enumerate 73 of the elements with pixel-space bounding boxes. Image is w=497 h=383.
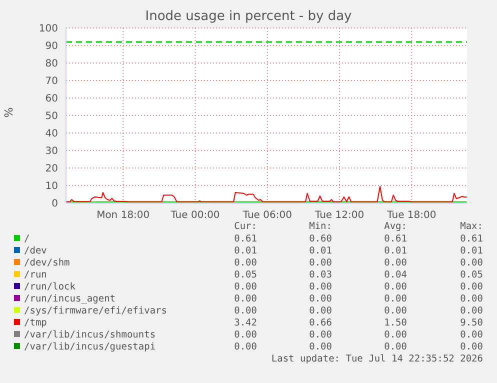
- legend-label: /run: [24, 270, 47, 280]
- text: 0.61: [384, 234, 408, 244]
- y-tick-label: 100: [38, 24, 58, 35]
- y-tick-label: 10: [45, 181, 58, 192]
- text: 0.00: [309, 294, 332, 304]
- text: 3.42: [234, 318, 257, 328]
- text: Avg:: [384, 221, 407, 232]
- legend-label: /run/incus_agent: [24, 294, 116, 304]
- text: 0.05: [234, 270, 257, 280]
- text: 0.00: [384, 282, 408, 292]
- text: 0.00: [384, 342, 408, 352]
- text: 0.00: [234, 342, 258, 352]
- y-tick-label: 60: [45, 94, 58, 105]
- y-tick-label: 70: [45, 76, 58, 88]
- y-tick-label: 80: [45, 58, 58, 70]
- text: 0.00: [460, 282, 484, 292]
- text: 0.61: [460, 234, 484, 244]
- text: 0.00: [234, 306, 258, 316]
- y-tick-label: 40: [45, 128, 58, 140]
- text: 0.01: [309, 246, 332, 256]
- x-tick-label: Tue 12:00: [314, 210, 364, 222]
- legend-label: /tmp: [24, 318, 48, 328]
- y-tick-label: 0: [52, 198, 58, 210]
- text: 0.01: [384, 246, 408, 256]
- y-tick-label: 20: [45, 164, 58, 175]
- y-tick-label: 30: [45, 146, 58, 158]
- legend-label: /var/lib/incus/shmounts: [24, 330, 156, 340]
- text: 1.50: [384, 318, 408, 328]
- x-tick-label: Tue 18:00: [386, 210, 436, 222]
- text: 0.01: [234, 246, 258, 256]
- text: 0.00: [460, 330, 484, 340]
- x-tick-label: Tue 00:00: [170, 210, 220, 222]
- chart-title: Inode usage in percent - by day: [144, 9, 353, 24]
- text: 0.00: [460, 258, 484, 268]
- text: 0.00: [309, 342, 332, 352]
- text: 0.00: [234, 282, 258, 292]
- text: 0.00: [309, 282, 332, 292]
- text: 0.04: [384, 270, 408, 280]
- x-tick-label: Tue 06:00: [242, 210, 292, 222]
- legend-label: /sys/firmware/efi/efivars: [24, 306, 167, 316]
- legend-label: /: [24, 234, 30, 244]
- x-tick-label: Mon 18:00: [96, 210, 150, 222]
- text: Min:: [309, 221, 332, 232]
- text: 0.66: [309, 318, 332, 328]
- legend-label: /var/lib/incus/guestapi: [24, 342, 156, 352]
- text: 0.00: [309, 258, 332, 268]
- text: 0.00: [384, 330, 408, 340]
- text: 0.61: [234, 234, 258, 244]
- text: 0.00: [234, 258, 258, 268]
- text: 0.00: [384, 258, 408, 268]
- text: 0.60: [309, 234, 332, 244]
- text: 0.00: [234, 294, 258, 304]
- text: 0.00: [460, 294, 484, 304]
- legend-label: /dev: [24, 246, 48, 256]
- text: 9.50: [460, 318, 484, 328]
- text: Cur:: [234, 221, 257, 232]
- text: 0.01: [460, 246, 484, 256]
- text: 0.00: [309, 330, 332, 340]
- text: 0.00: [460, 306, 484, 316]
- y-axis-title: %: [2, 107, 16, 118]
- text: Max:: [460, 221, 483, 232]
- text: 0.00: [234, 330, 258, 340]
- text: 0.00: [460, 342, 484, 352]
- text: 0.03: [309, 270, 332, 280]
- text: 0.00: [384, 294, 408, 304]
- text: 0.00: [309, 306, 332, 316]
- legend-label: /dev/shm: [24, 258, 70, 268]
- y-tick-label: 50: [45, 111, 58, 122]
- text: 0.00: [384, 306, 408, 316]
- legend-label: /run/lock: [24, 282, 76, 292]
- text: Last update: Tue Jul 14 22:35:52 2026: [271, 354, 484, 364]
- y-tick-label: 90: [45, 41, 58, 52]
- text: 0.05: [460, 270, 483, 280]
